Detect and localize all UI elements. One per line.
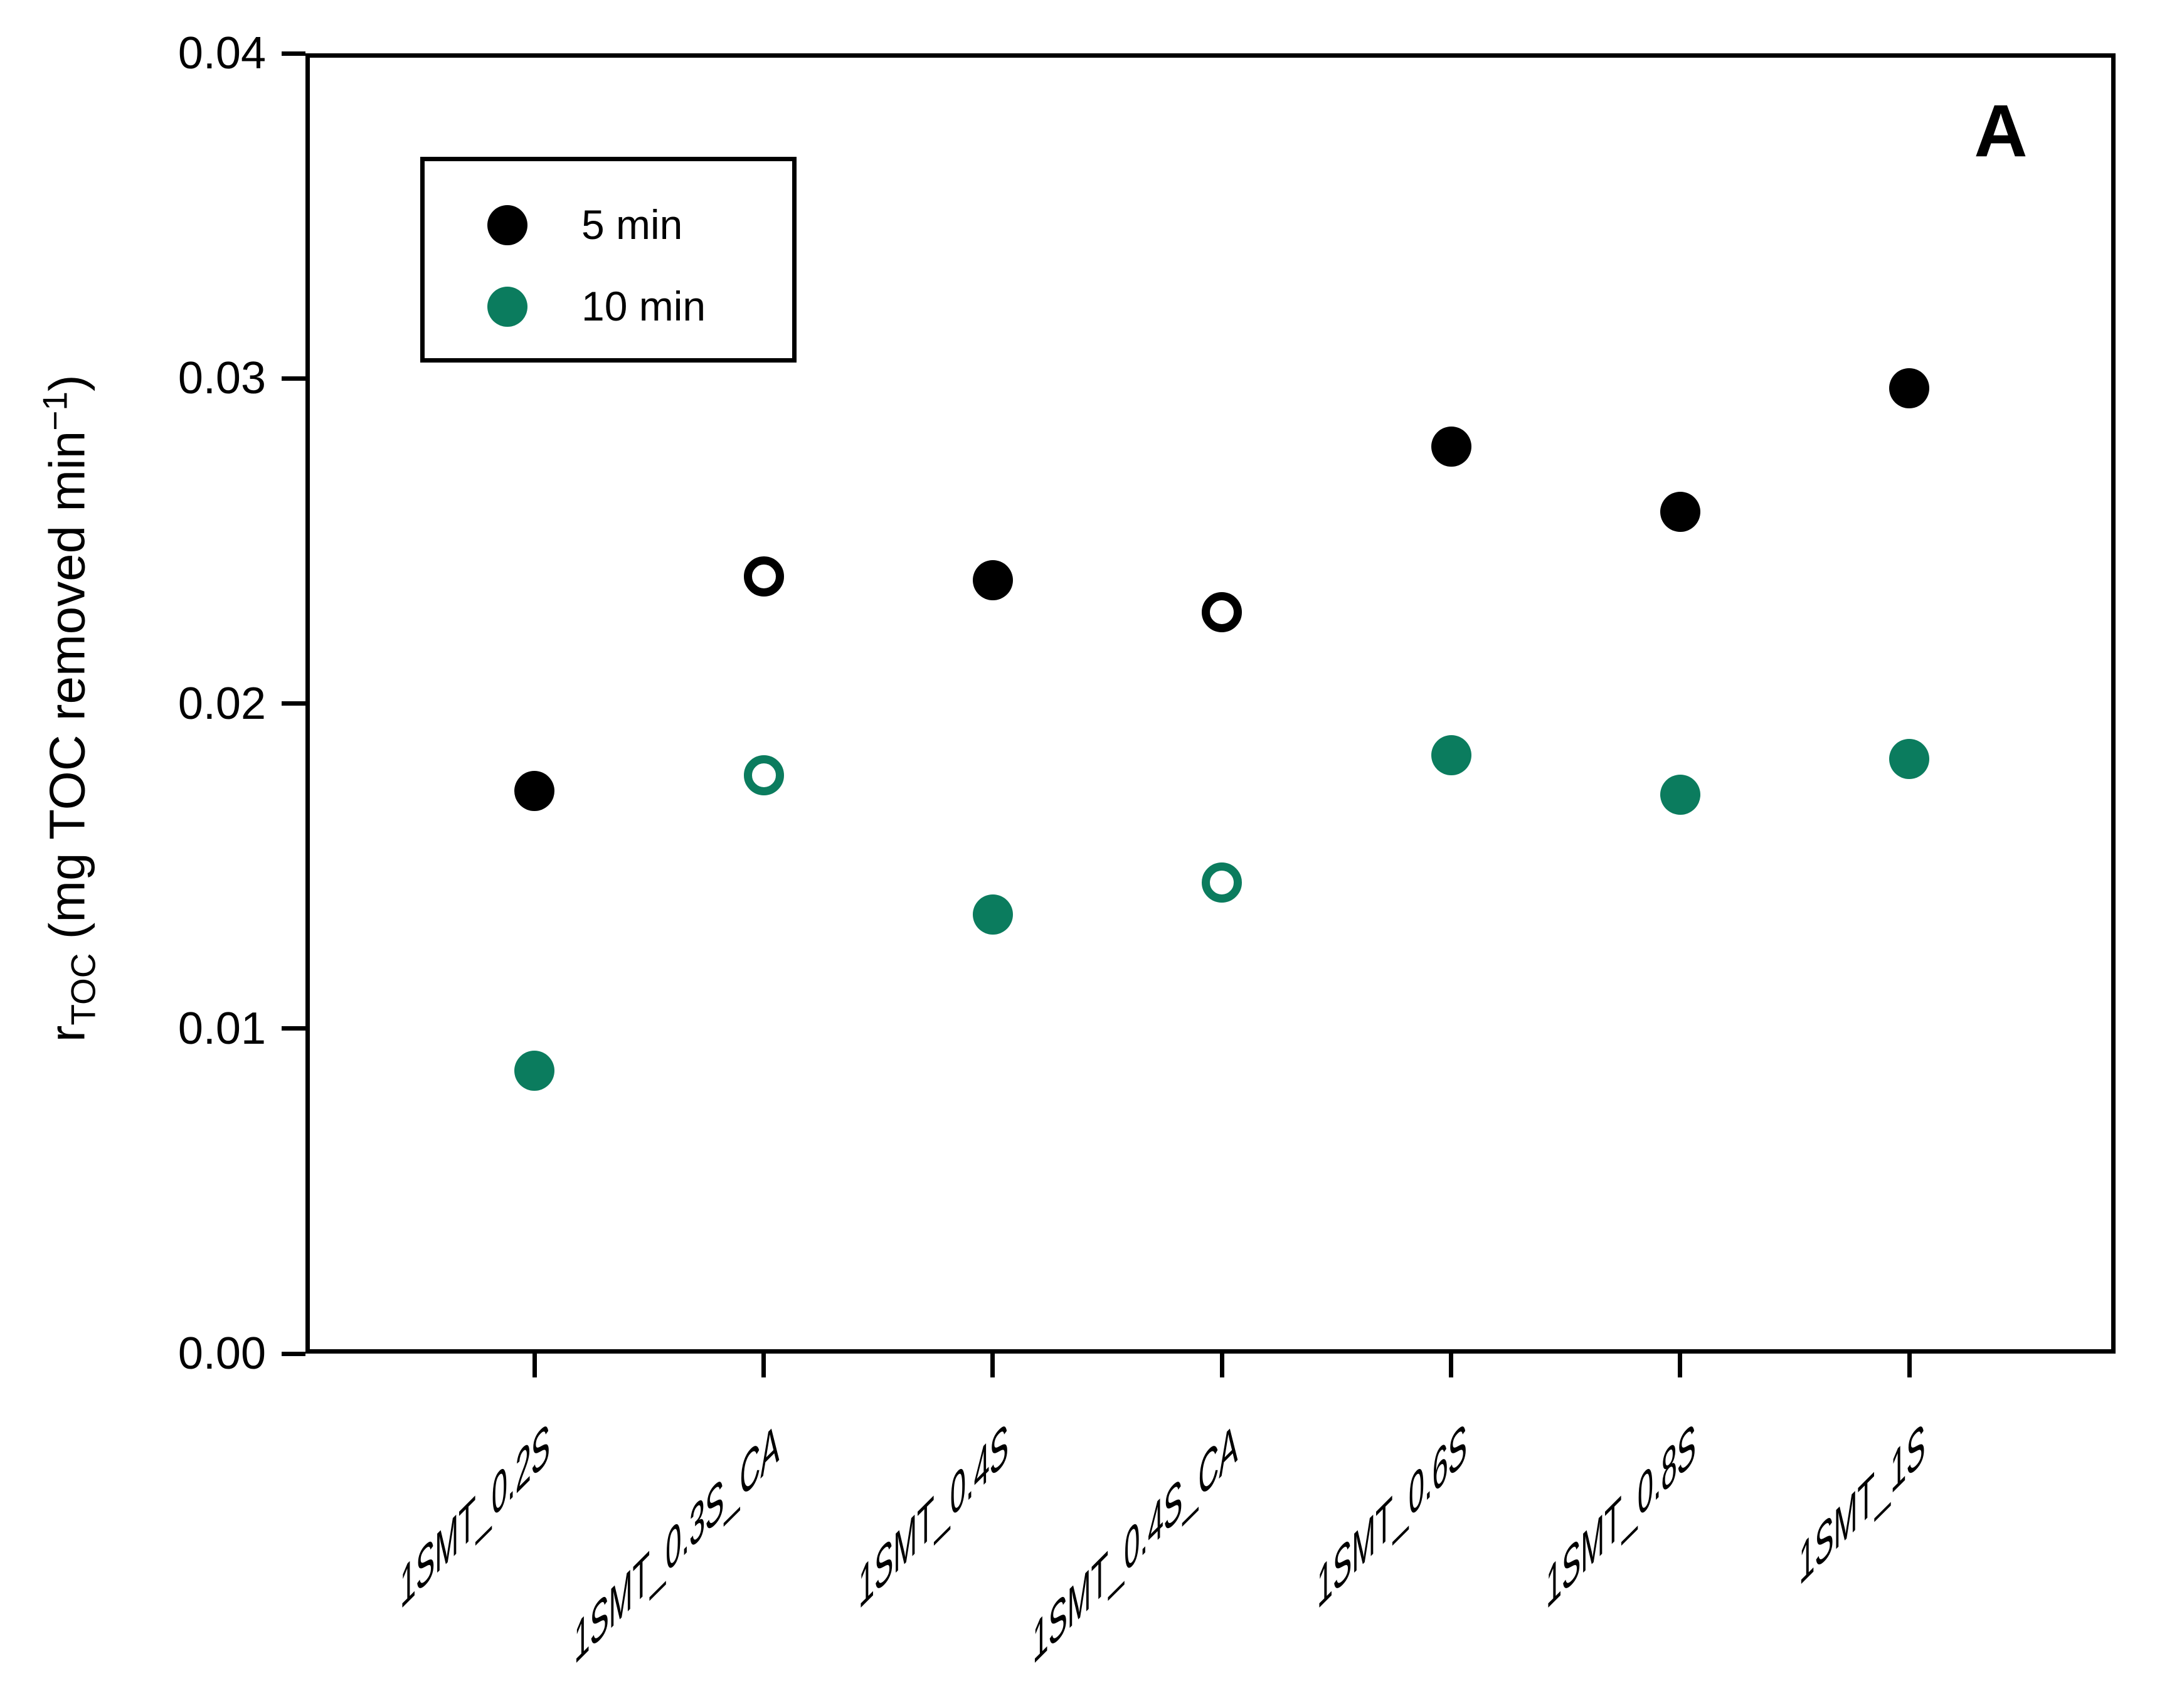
x-category-label: 1SMT_0.8S: [1545, 1408, 1696, 1623]
legend-row: 5 min: [425, 201, 792, 248]
panel-letter-label: A: [1974, 90, 2028, 172]
y-axis-tick: [282, 701, 305, 706]
y-axis-tick-label: 0.03: [177, 353, 266, 404]
data-point: [1202, 862, 1242, 903]
y-title-mid: (mg TOC removed min: [39, 430, 95, 953]
x-category-label: 1SMT_1S: [1799, 1408, 1926, 1599]
legend: 5 min 10 min: [420, 157, 797, 363]
legend-marker-green-circle: [487, 287, 527, 327]
data-point: [1889, 368, 1930, 408]
y-title-suffix: ): [39, 374, 95, 392]
x-axis-tick: [1219, 1354, 1224, 1377]
x-axis-tick: [1907, 1354, 1912, 1377]
data-point: [1660, 774, 1700, 815]
y-axis-tick-label: 0.01: [177, 1003, 266, 1054]
data-point: [972, 560, 1013, 600]
x-axis-tick: [990, 1354, 995, 1377]
y-title-subscript: TOC: [63, 953, 103, 1026]
y-axis-tick: [282, 1026, 305, 1031]
data-point: [1889, 738, 1930, 779]
x-category-label: 1SMT_0.6S: [1317, 1408, 1467, 1623]
data-point: [514, 1051, 555, 1091]
legend-label: 10 min: [581, 283, 706, 329]
data-point: [743, 556, 784, 597]
legend-label: 5 min: [581, 201, 683, 248]
y-axis-tick: [282, 51, 305, 56]
legend-marker-black-circle: [487, 205, 527, 245]
x-axis-tick: [532, 1354, 537, 1377]
y-axis-tick: [282, 376, 305, 381]
y-axis-tick: [282, 1351, 305, 1356]
x-axis-tick: [1449, 1354, 1454, 1377]
x-category-label: 1SMT_0.2S: [400, 1408, 551, 1623]
x-axis-tick: [761, 1354, 766, 1377]
x-category-label: 1SMT_0.4S: [858, 1408, 1009, 1623]
y-axis-title: rTOC (mg TOC removed min−1): [35, 238, 103, 1179]
data-point: [743, 755, 784, 795]
data-point: [1431, 735, 1471, 776]
y-axis-tick-label: 0.04: [177, 28, 266, 78]
y-axis-tick-label: 0.02: [177, 678, 266, 729]
legend-row: 10 min: [425, 283, 792, 329]
data-point: [514, 771, 555, 812]
x-category-label: 1SMT_0.3S_CA: [574, 1408, 780, 1678]
data-point: [1431, 427, 1471, 467]
y-title-prefix: r: [39, 1025, 95, 1042]
y-title-superscript: −1: [35, 391, 75, 431]
x-axis-tick: [1678, 1354, 1683, 1377]
data-point: [972, 894, 1013, 935]
x-category-label: 1SMT_0.4S_CA: [1032, 1408, 1238, 1678]
y-axis-tick-label: 0.00: [177, 1329, 266, 1379]
data-point: [1660, 491, 1700, 532]
